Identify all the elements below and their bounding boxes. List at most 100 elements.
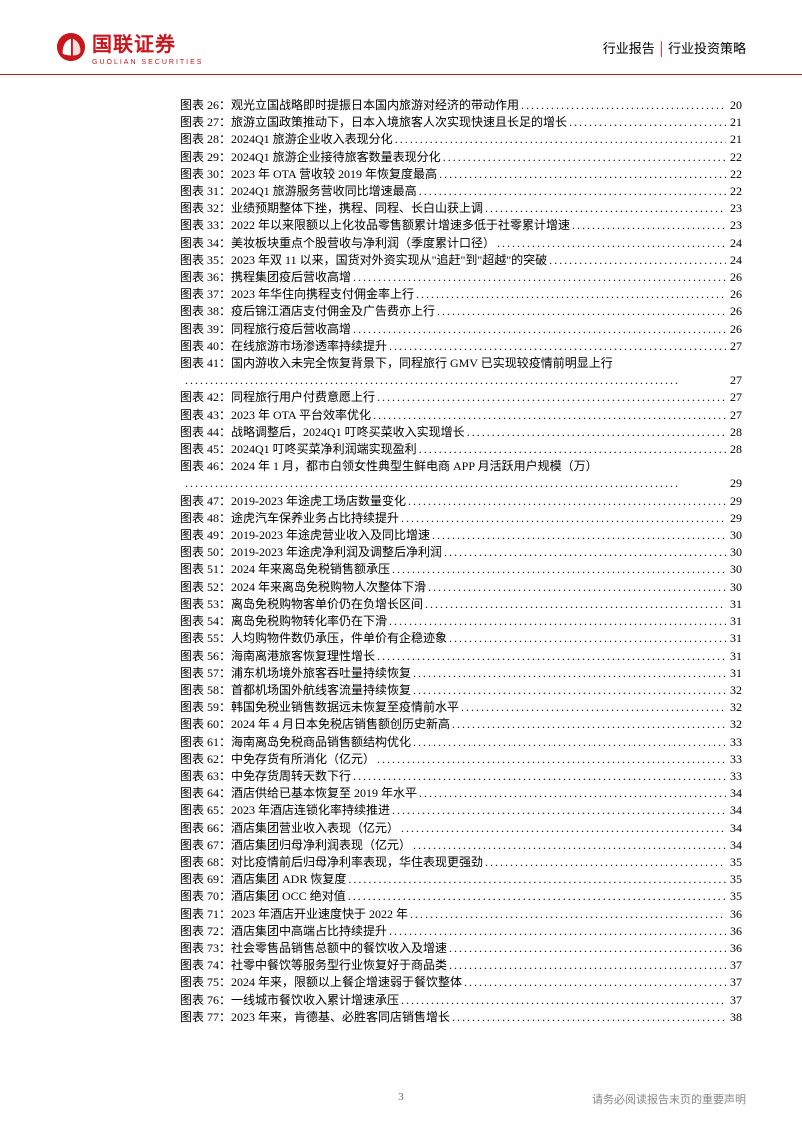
toc-entry: 图表 28：2024Q1 旅游企业收入表现分化21: [180, 131, 742, 148]
toc-leader-dots: [392, 802, 726, 819]
toc-page-number: 34: [728, 802, 742, 819]
toc-page-number: 35: [728, 888, 742, 905]
toc-leader-dots: [395, 131, 726, 148]
toc-leader-dots: [449, 957, 726, 974]
toc-title: 2024Q1 旅游服务营收同比增速最高: [231, 183, 417, 200]
toc-entry: 图表 39：同程旅行疫后营收高增26: [180, 321, 742, 338]
toc-page-number: 29: [728, 475, 742, 492]
toc-entry: 图表 77：2023 年来，肯德基、必胜客同店销售增长38: [180, 1009, 742, 1026]
toc-leader-dots: [413, 665, 726, 682]
toc-title: 首都机场国外航线客流量持续恢复: [231, 682, 411, 699]
toc-page-number: 31: [728, 665, 742, 682]
toc-label: 图表 29：: [180, 149, 231, 166]
toc-title: 携程集团疫后营收高增: [231, 269, 351, 286]
toc-label: 图表 60：: [180, 716, 231, 733]
toc-label: 图表 35：: [180, 252, 231, 269]
toc-page-number: 37: [728, 957, 742, 974]
toc-entry: 图表 37：2023 年华住向携程支付佣金率上行26: [180, 286, 742, 303]
table-of-contents: 图表 26：观光立国战略即时提振日本国内旅游对经济的带动作用20图表 27：旅游…: [0, 75, 802, 1026]
toc-page-number: 22: [728, 166, 742, 183]
toc-page-number: 27: [728, 372, 742, 389]
toc-leader-dots: [485, 200, 726, 217]
toc-leader-dots: [392, 561, 726, 578]
toc-title: 观光立国战略即时提振日本国内旅游对经济的带动作用: [231, 97, 519, 114]
toc-label: 图表 56：: [180, 648, 231, 665]
toc-entry: 图表 40：在线旅游市场渗透率持续提升27: [180, 338, 742, 355]
toc-page-number: 28: [728, 424, 742, 441]
toc-page-number: 31: [728, 613, 742, 630]
toc-entry: 图表 30：2023 年 OTA 营收较 2019 年恢复度最高 22: [180, 166, 742, 183]
toc-label: 图表 64：: [180, 785, 231, 802]
toc-page-number: 23: [728, 200, 742, 217]
toc-leader-dots: [432, 527, 726, 544]
toc-entry: 图表 55：人均购物件数仍承压，件单价有企稳迹象31: [180, 630, 742, 647]
toc-leader-dots: [572, 217, 726, 234]
toc-page-number: 34: [728, 837, 742, 854]
toc-title: 酒店集团 OCC 绝对值: [231, 888, 346, 905]
toc-entry: 图表 53：离岛免税购物客单价仍在负增长区间 31: [180, 596, 742, 613]
toc-leader-dots: [485, 854, 726, 871]
toc-title: 酒店集团 ADR 恢复度: [231, 871, 346, 888]
toc-leader-dots: [497, 235, 726, 252]
toc-page-number: 26: [728, 321, 742, 338]
toc-label: 图表 30：: [180, 166, 231, 183]
toc-page-number: 23: [728, 217, 742, 234]
toc-label: 图表 37：: [180, 286, 231, 303]
toc-label: 图表 55：: [180, 630, 231, 647]
toc-leader-dots: [521, 97, 726, 114]
toc-title: 2023 年 OTA 营收较 2019 年恢复度最高: [231, 166, 437, 183]
toc-leader-dots: [377, 648, 726, 665]
toc-title: 战略调整后，2024Q1 叮咚买菜收入实现增长: [231, 424, 465, 441]
toc-page-number: 26: [728, 303, 742, 320]
toc-entry: 图表 27：旅游立国政策推动下，日本入境旅客人次实现快速且长足的增长21: [180, 114, 742, 131]
page-header: 国联证券 GUOLIAN SECURITIES 行业报告│行业投资策略: [0, 0, 802, 75]
toc-page-number: 26: [728, 269, 742, 286]
toc-leader-dots: [353, 321, 726, 338]
toc-leader-dots: [439, 166, 726, 183]
toc-title: 同程旅行用户付费意愿上行: [231, 389, 375, 406]
toc-entry: 图表 57：浦东机场境外旅客吞吐量持续恢复31: [180, 665, 742, 682]
toc-label: 图表 36：: [180, 269, 231, 286]
toc-title: 业绩预期整体下挫，携程、同程、长白山获上调: [231, 200, 483, 217]
toc-page-number: 22: [728, 149, 742, 166]
toc-entry: 图表 70：酒店集团 OCC 绝对值35: [180, 888, 742, 905]
toc-entry: 图表 58：首都机场国外航线客流量持续恢复32: [180, 682, 742, 699]
toc-page-number: 36: [728, 923, 742, 940]
toc-leader-dots: [401, 510, 726, 527]
toc-leader-dots: [467, 424, 726, 441]
toc-title: 2022 年以来限额以上化妆品零售额累计增速多低于社零累计增速: [231, 217, 570, 234]
logo-block: 国联证券 GUOLIAN SECURITIES: [56, 28, 203, 66]
toc-entry: 图表 32：业绩预期整体下挫，携程、同程、长白山获上调23: [180, 200, 742, 217]
toc-page-number: 30: [728, 544, 742, 561]
toc-entry: 图表 60：2024 年 4 月日本免税店销售额创历史新高32: [180, 716, 742, 733]
toc-entry: 图表 69：酒店集团 ADR 恢复度35: [180, 871, 742, 888]
toc-title: 中免存货有所消化（亿元）: [231, 751, 375, 768]
toc-leader-dots: [549, 252, 726, 269]
toc-page-number: 34: [728, 820, 742, 837]
toc-entry: 图表 45：2024Q1 叮咚买菜净利润端实现盈利28: [180, 441, 742, 458]
toc-leader-dots: [452, 1009, 726, 1026]
toc-entry: 图表 48：途虎汽车保养业务占比持续提升29: [180, 510, 742, 527]
toc-leader-dots: [353, 768, 726, 785]
toc-title: 离岛免税购物客单价仍在负增长区间: [231, 596, 423, 613]
toc-leader-dots: [437, 303, 726, 320]
toc-label: 图表 27：: [180, 114, 231, 131]
toc-title: 2023 年来，肯德基、必胜客同店销售增长: [231, 1009, 450, 1026]
toc-page-number: 31: [728, 596, 742, 613]
toc-label: 图表 53：: [180, 596, 231, 613]
toc-label: 图表 44：: [180, 424, 231, 441]
toc-leader-dots: [401, 820, 726, 837]
toc-page-number: 32: [728, 699, 742, 716]
toc-title: 2019-2023 年途虎工场店数量变化: [231, 493, 406, 510]
page-footer: 3 请务必阅读报告末页的重要声明: [0, 1091, 802, 1107]
toc-title: 同程旅行疫后营收高增: [231, 321, 351, 338]
toc-entry: 图表 73：社会零售品销售总额中的餐饮收入及增速36: [180, 940, 742, 957]
toc-leader-dots: [444, 544, 726, 561]
toc-page-number: 30: [728, 579, 742, 596]
toc-page-number: 33: [728, 751, 742, 768]
toc-entry: 图表 65：2023 年酒店连锁化率持续推进34: [180, 802, 742, 819]
toc-title: 2023 年双 11 以来，国货对外资实现从"追赶"到"超越"的突破: [231, 252, 547, 269]
toc-title: 海南离岛免税商品销售额结构优化: [231, 734, 411, 751]
toc-label: 图表 41：: [180, 355, 231, 372]
toc-page-number: 22: [728, 183, 742, 200]
